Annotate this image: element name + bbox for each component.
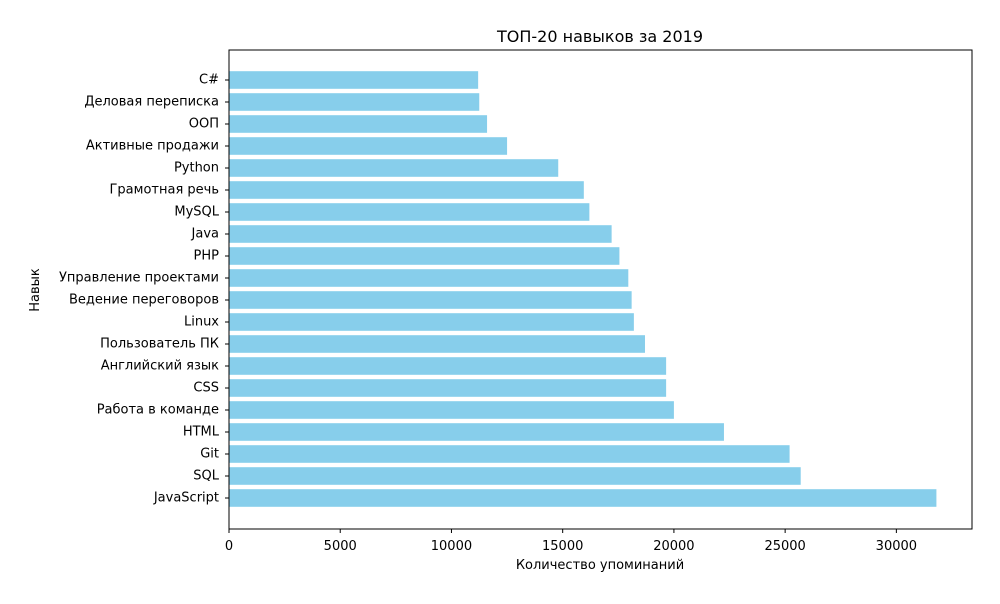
bar-11 <box>229 247 620 265</box>
bars-layer <box>229 71 937 507</box>
y-tick-label: C# <box>199 73 219 88</box>
x-tick-label: 30000 <box>876 539 917 554</box>
bar-19 <box>229 71 479 89</box>
y-axis-label: Навык <box>28 268 43 312</box>
x-tick-label: 0 <box>225 539 233 554</box>
x-axis-label: Количество упоминаний <box>516 558 684 573</box>
bar-1 <box>229 467 801 485</box>
bar-7 <box>229 335 645 353</box>
bar-18 <box>229 93 480 111</box>
y-tick-label: Python <box>174 161 219 176</box>
x-tick-label: 10000 <box>431 539 472 554</box>
x-tick-label: 25000 <box>764 539 805 554</box>
y-tick-label: Linux <box>184 315 219 330</box>
x-tick-label: 5000 <box>324 539 357 554</box>
y-tick-label: Пользователь ПК <box>100 337 219 352</box>
plot-frame <box>228 49 973 530</box>
y-tick-label: Грамотная речь <box>110 183 220 198</box>
bar-13 <box>229 203 590 221</box>
bar-15 <box>229 159 559 177</box>
y-tick-label: Java <box>191 227 219 242</box>
y-tick-label: CSS <box>193 381 219 396</box>
bar-14 <box>229 181 584 199</box>
y-tick-labels: JavaScript SQL Git HTML Работа в команде CSS А… <box>59 73 229 506</box>
bar-5 <box>229 379 667 397</box>
y-tick-label: SQL <box>193 469 219 484</box>
x-tick-label: 20000 <box>653 539 694 554</box>
y-tick-label: Активные продажи <box>86 139 219 154</box>
chart-title: ТОП-20 навыков за 2019 <box>496 27 703 46</box>
bar-4 <box>229 401 674 419</box>
bar-8 <box>229 313 634 331</box>
y-tick-label: Работа в команде <box>97 403 219 418</box>
y-tick-label: MySQL <box>174 205 219 220</box>
y-tick-label: Ведение переговоров <box>69 293 219 308</box>
bar-0 <box>229 489 937 507</box>
bar-17 <box>229 115 488 133</box>
y-tick-label: Деловая переписка <box>84 95 219 110</box>
y-tick-label: Управление проектами <box>59 271 219 286</box>
bar-2 <box>229 445 790 463</box>
y-tick-label: Git <box>200 447 219 462</box>
bar-3 <box>229 423 724 441</box>
y-tick-label: PHP <box>194 249 220 264</box>
y-tick-label: HTML <box>183 425 220 440</box>
y-tick-label: Английский язык <box>101 359 219 374</box>
bar-16 <box>229 137 508 155</box>
bar-9 <box>229 291 632 309</box>
y-tick-label: JavaScript <box>153 491 219 506</box>
bar-10 <box>229 269 629 287</box>
bar-6 <box>229 357 667 375</box>
x-tick-label: 15000 <box>542 539 583 554</box>
bar-12 <box>229 225 612 243</box>
y-tick-label: ООП <box>189 117 219 132</box>
x-tick-labels: 0 5000 10000 15000 20000 25000 30000 <box>225 529 917 554</box>
